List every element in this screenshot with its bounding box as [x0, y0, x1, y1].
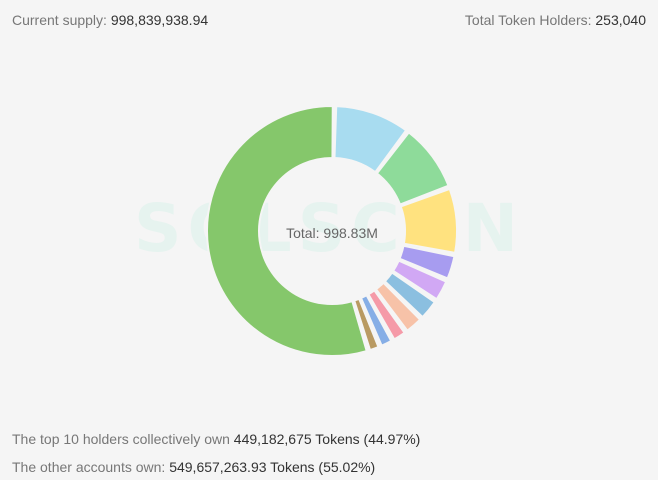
total-token-holders-value: 253,040 [595, 12, 646, 28]
top-holders-summary: The top 10 holders collectively own 449,… [12, 431, 420, 447]
top-holders-value: 449,182,675 Tokens (44.97%) [233, 431, 421, 447]
donut-slice[interactable] [360, 294, 393, 347]
donut-slice[interactable] [353, 297, 380, 352]
donut-slice[interactable] [399, 187, 458, 254]
total-token-holders: Total Token Holders: 253,040 [465, 12, 646, 28]
donut-slice[interactable] [392, 259, 448, 301]
header-row: Current supply: 998,839,938.94 Total Tok… [12, 12, 646, 32]
chart-center-total: Total: 998.83M [286, 225, 378, 241]
donut-slice[interactable] [206, 105, 368, 357]
current-supply-label: Current supply: [12, 12, 107, 28]
donut-slice[interactable] [398, 244, 456, 280]
donut-slice[interactable] [367, 289, 406, 341]
other-accounts-label: The other accounts own: [12, 459, 166, 475]
donut-slice[interactable] [375, 131, 450, 206]
donut-slice[interactable] [333, 105, 408, 174]
other-accounts-summary: The other accounts own: 549,657,263.93 T… [12, 459, 375, 475]
donut-slices [206, 105, 458, 357]
total-token-holders-label: Total Token Holders: [464, 12, 592, 28]
donut-chart: Total: 998.83M [206, 105, 458, 357]
holder-distribution-chart: SOLSCAN Total: 998.83M [0, 40, 658, 420]
donut-slice[interactable] [383, 271, 436, 319]
donut-slice[interactable] [375, 281, 422, 332]
other-accounts-value: 549,657,263.93 Tokens (55.02%) [169, 459, 376, 475]
current-supply-value: 998,839,938.94 [110, 12, 209, 28]
top-holders-label: The top 10 holders collectively own [12, 431, 230, 447]
current-supply: Current supply: 998,839,938.94 [12, 12, 208, 28]
